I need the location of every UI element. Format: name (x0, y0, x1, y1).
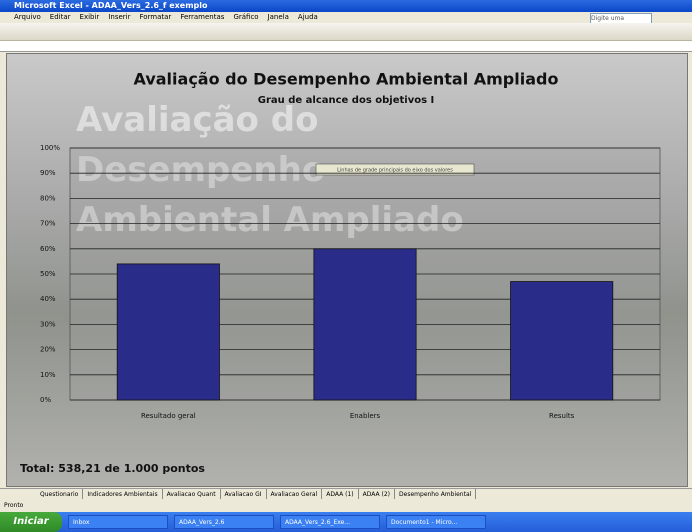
y-tick-label: 20% (40, 346, 56, 354)
task-button[interactable]: Inbox (68, 515, 168, 529)
status-bar: Pronto (0, 500, 692, 511)
sheet-tab[interactable]: Avaliacao GI (221, 489, 267, 499)
y-tick-label: 30% (40, 320, 56, 328)
sheet-tab[interactable]: Desempenho Ambiental (395, 489, 476, 499)
chart-title: Avaliação do Desempenho Ambiental Amplia… (134, 70, 559, 89)
chart: Avaliação do Desempenho Ambiental Amplia… (0, 0, 692, 488)
task-button[interactable]: ADAA_Vers_2.6_Exe... (280, 515, 380, 529)
task-button[interactable]: ADAA_Vers_2.6 (174, 515, 274, 529)
bar (117, 264, 219, 400)
y-tick-label: 40% (40, 295, 56, 303)
sheet-tab[interactable]: Avaliacao Geral (267, 489, 323, 499)
x-tick-label: Resultado geral (141, 412, 196, 420)
excel-window: Microsoft Excel - ADAA_Vers_2.6_f exempl… (0, 0, 692, 532)
task-button[interactable]: Documento1 - Micro... (386, 515, 486, 529)
x-tick-label: Enablers (350, 412, 381, 420)
y-tick-label: 0% (40, 396, 51, 404)
y-tick-label: 10% (40, 371, 56, 379)
y-tick-label: 100% (40, 144, 60, 152)
y-tick-label: 50% (40, 270, 56, 278)
y-tick-label: 60% (40, 245, 56, 253)
footer: Total: 538,21 de 1.000 pontos (20, 462, 205, 475)
taskbar: Iniciar Inbox ADAA_Vers_2.6 ADAA_Vers_2.6_… (0, 512, 692, 532)
bar (314, 249, 416, 400)
sheet-tab[interactable]: ADAA (2) (359, 489, 395, 499)
y-tick-label: 90% (40, 169, 56, 177)
sheet-tab[interactable]: Avaliacao Quant (163, 489, 221, 499)
y-tick-label: 80% (40, 194, 56, 202)
x-tick-label: Results (549, 412, 575, 420)
sheet-tab[interactable]: Questionario (36, 489, 83, 499)
sheet-tab[interactable]: Indicadores Ambientais (83, 489, 162, 499)
chart-subtitle: Grau de alcance dos objetivos I (258, 95, 435, 106)
start-button[interactable]: Iniciar (0, 512, 62, 532)
bar (511, 282, 613, 400)
y-tick-label: 70% (40, 220, 56, 228)
sheet-tab[interactable]: ADAA (1) (322, 489, 358, 499)
